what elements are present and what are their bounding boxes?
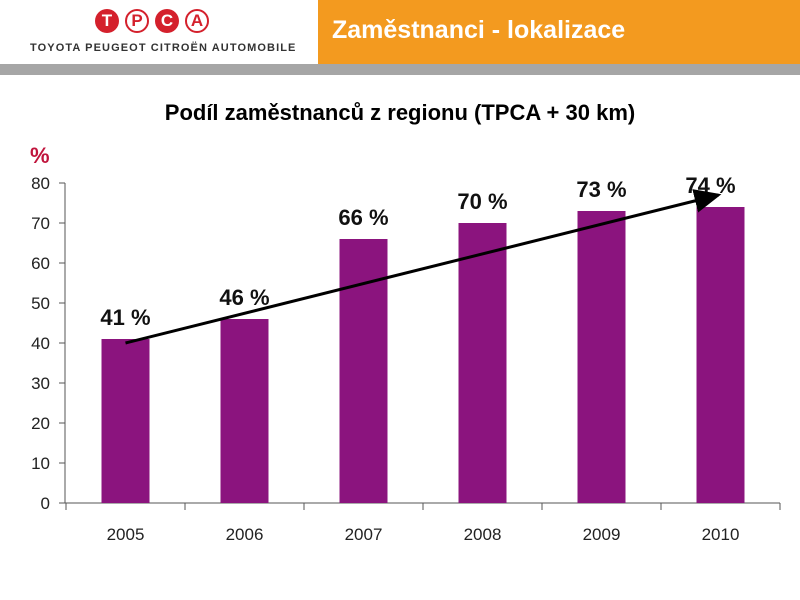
- tpca-logo: T P C A TOYOTA PEUGEOT CITROËN AUTOMOBIL…: [0, 0, 318, 64]
- logo-letter-t: T: [95, 9, 119, 33]
- y-tick-label: 0: [41, 494, 50, 513]
- data-label: 46 %: [219, 285, 269, 310]
- y-tick-label: 40: [31, 334, 50, 353]
- y-tick-label: 50: [31, 294, 50, 313]
- bar: [458, 223, 507, 503]
- slide-header: T P C A TOYOTA PEUGEOT CITROËN AUTOMOBIL…: [0, 0, 800, 64]
- data-label: 70 %: [457, 189, 507, 214]
- chart-title: Podíl zaměstnanců z regionu (TPCA + 30 k…: [164, 100, 636, 125]
- y-tick-label: 80: [31, 174, 50, 193]
- data-label: 73 %: [576, 177, 626, 202]
- x-tick-label: 2010: [702, 525, 740, 544]
- logo-letter-a: A: [185, 9, 209, 33]
- x-tick-label: 2008: [464, 525, 502, 544]
- y-tick-label: 30: [31, 374, 50, 393]
- logo-letter-p: P: [125, 9, 149, 33]
- x-tick-label: 2009: [583, 525, 621, 544]
- logo-subtitle: TOYOTA PEUGEOT CITROËN AUTOMOBILE: [30, 42, 297, 54]
- y-tick-label: 10: [31, 454, 50, 473]
- y-tick-label: 20: [31, 414, 50, 433]
- y-tick-label: 60: [31, 254, 50, 273]
- x-tick-label: 2005: [107, 525, 145, 544]
- trend-arrow: [125, 189, 722, 345]
- title-band: Zaměstnanci - lokalizace: [318, 0, 800, 64]
- data-label: 66 %: [338, 205, 388, 230]
- bar: [696, 207, 745, 503]
- y-axis-label: %: [30, 143, 50, 168]
- bar: [220, 319, 269, 503]
- slide-title: Zaměstnanci - lokalizace: [332, 16, 626, 44]
- x-tick-label: 2007: [345, 525, 383, 544]
- data-label: 74 %: [685, 173, 735, 198]
- data-label: 41 %: [100, 305, 150, 330]
- header-divider: [0, 64, 800, 75]
- logo-letters: T P C A: [95, 9, 209, 33]
- y-tick-label: 70: [31, 214, 50, 233]
- bar: [577, 211, 626, 503]
- x-tick-label: 2006: [226, 525, 264, 544]
- bar: [101, 339, 150, 503]
- logo-letter-c: C: [155, 9, 179, 33]
